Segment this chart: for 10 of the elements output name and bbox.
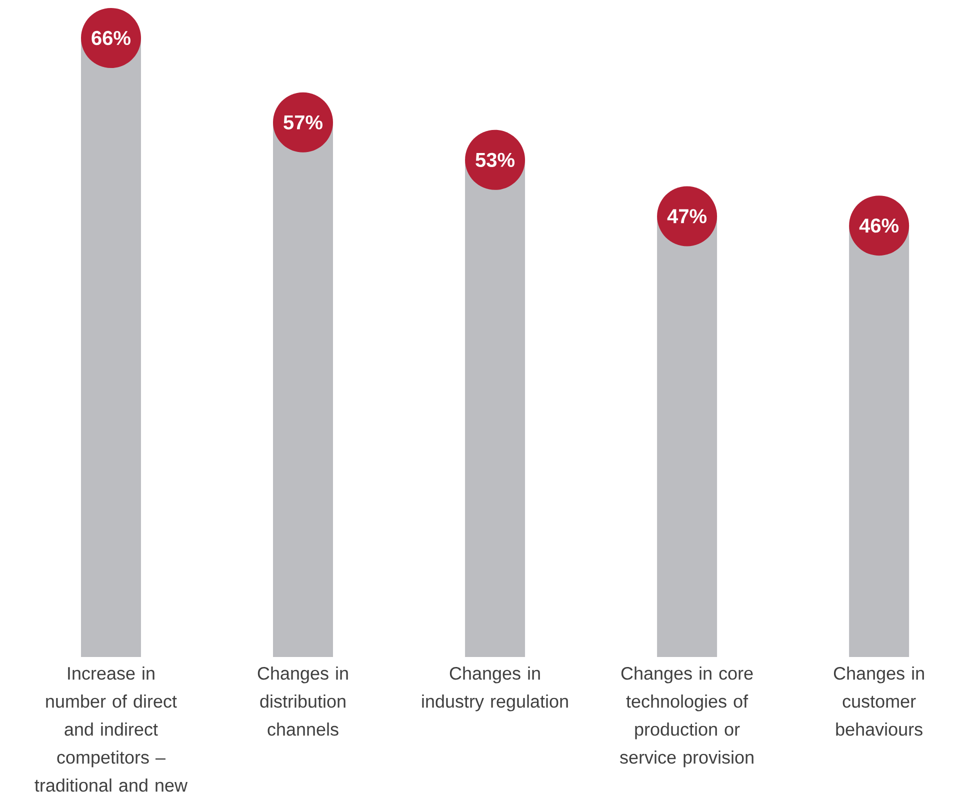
x-tick-label: Changes in industry regulation [422, 666, 568, 712]
data-label: 57% [284, 115, 322, 130]
x-tick-label: Increase in number of direct and indirect competitors – traditional and new [34, 666, 188, 792]
data-label: 47% [667, 209, 707, 224]
data-label: 66% [92, 30, 130, 46]
x-tick-label: Changes in distribution channels [258, 666, 348, 736]
data-label: 53% [476, 152, 514, 168]
x-tick-label: Changes in customer behaviours [834, 666, 924, 736]
x-tick-label: Changes in core technologies of production or service provision [620, 666, 754, 768]
data-label: 46% [859, 218, 899, 233]
